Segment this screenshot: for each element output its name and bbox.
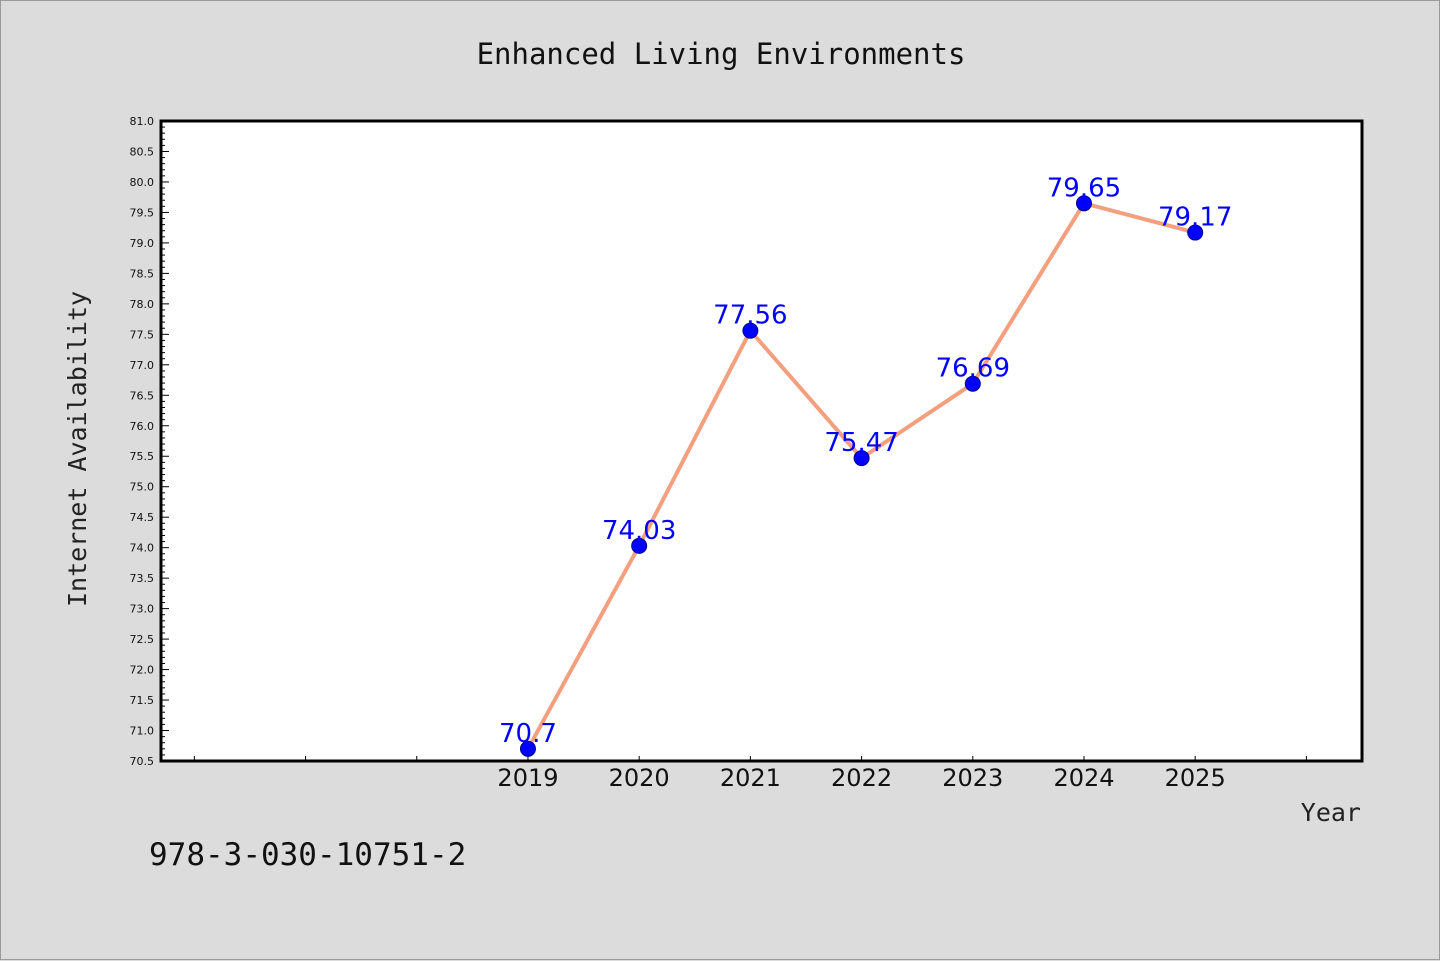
data-point (631, 537, 648, 554)
y-tick-label: 75.0 (130, 481, 155, 494)
data-label: 74.03 (602, 516, 676, 546)
footer-isbn: 978-3-030-10751-2 (149, 837, 466, 873)
data-label: 70.7 (499, 719, 557, 749)
y-tick-label: 78.0 (130, 298, 155, 311)
data-label: 75.47 (824, 428, 898, 458)
data-point (853, 450, 870, 467)
data-point (742, 322, 759, 339)
data-label: 79.17 (1158, 203, 1232, 233)
y-tick-label: 74.5 (130, 511, 155, 524)
y-tick-label: 70.5 (130, 755, 155, 768)
data-point (519, 740, 536, 757)
y-axis-label: Internet Availability (63, 291, 92, 607)
y-tick-label: 79.5 (130, 206, 155, 219)
x-tick-label: 2020 (609, 764, 670, 792)
x-tick-label: 2022 (831, 764, 892, 792)
data-label: 79.65 (1047, 173, 1121, 203)
y-tick-label: 76.0 (130, 420, 155, 433)
data-point (964, 375, 981, 392)
y-tick-label: 74.0 (130, 542, 155, 555)
y-tick-label: 76.5 (130, 389, 155, 402)
y-tick-label: 79.0 (130, 237, 155, 250)
y-axis-ticks: 70.5 71.0 71.5 72.0 72.5 73.0 73.5 74.0 74.5 75.0… (130, 115, 169, 768)
x-tick-label: 2019 (497, 764, 558, 792)
series-layer: 70.7 74.03 77.56 75.47 76.69 79.65 79.17 (499, 173, 1232, 757)
y-tick-label: 77.0 (130, 359, 155, 372)
data-point (1075, 195, 1092, 212)
plot-area (159, 119, 1364, 763)
y-tick-label: 80.5 (130, 145, 155, 158)
x-tick-label: 2025 (1165, 764, 1226, 792)
x-tick-label: 2023 (942, 764, 1003, 792)
x-axis-ticks: 2019 2020 2021 2022 2023 2024 2025 (193, 756, 1307, 792)
data-label: 76.69 (936, 354, 1010, 384)
y-tick-label: 73.0 (130, 603, 155, 616)
data-label: 77.56 (713, 301, 787, 331)
y-tick-label: 78.5 (130, 267, 155, 280)
x-axis-label: Year (1301, 798, 1361, 827)
chart-title: Enhanced Living Environments (477, 37, 966, 71)
y-tick-label: 73.5 (130, 572, 155, 585)
y-tick-label: 77.5 (130, 328, 155, 341)
y-tick-label: 71.5 (130, 694, 155, 707)
y-tick-label: 81.0 (130, 115, 155, 128)
y-tick-label: 80.0 (130, 176, 155, 189)
y-tick-label: 75.5 (130, 450, 155, 463)
data-point (1187, 224, 1204, 241)
y-tick-label: 71.0 (130, 725, 155, 738)
y-tick-label: 72.0 (130, 664, 155, 677)
x-tick-label: 2024 (1053, 764, 1114, 792)
y-tick-label: 72.5 (130, 633, 155, 646)
x-tick-label: 2021 (720, 764, 781, 792)
